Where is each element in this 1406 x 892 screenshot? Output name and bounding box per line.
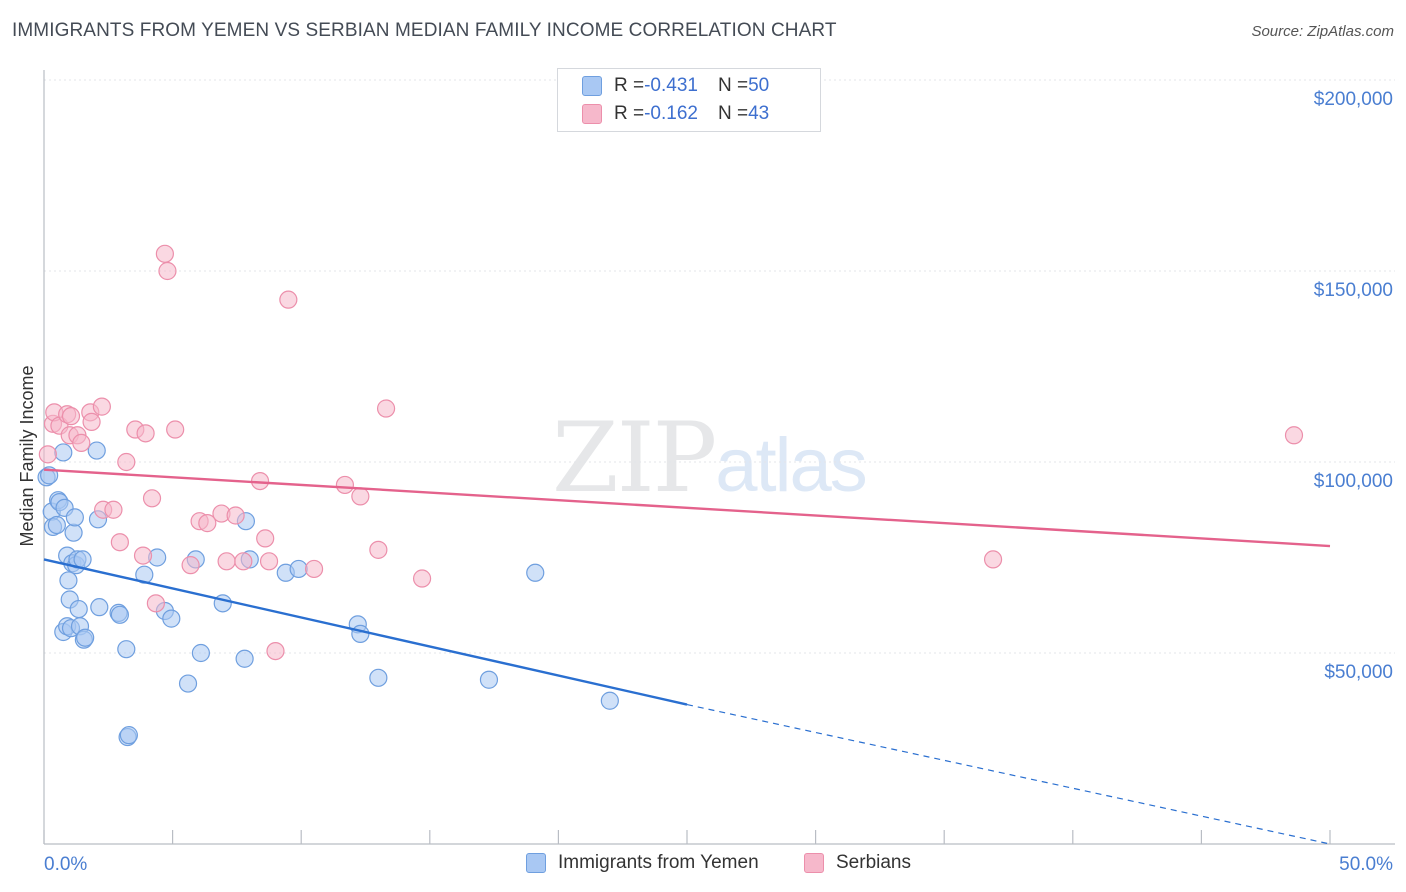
trend-line-yemen	[43, 558, 688, 706]
bottom-legend: Immigrants from Yemen Serbians	[0, 852, 1406, 878]
trend-line-serbians	[43, 468, 1331, 548]
bottom-legend-swatch-yemen	[526, 853, 546, 873]
point-serbian	[110, 533, 129, 552]
point-serbian	[72, 433, 91, 452]
watermark: ZIPatlas	[552, 402, 868, 514]
point-serbian	[104, 500, 123, 519]
point-serbian	[158, 261, 177, 281]
point-serbian	[155, 244, 174, 263]
point-yemen	[162, 609, 181, 628]
point-yemen	[600, 691, 619, 710]
point-serbian	[369, 540, 388, 559]
legend-r-label: R =	[614, 103, 645, 124]
point-serbian	[146, 594, 165, 613]
point-serbian	[181, 556, 200, 575]
x-tick-label: 0.0%	[44, 854, 87, 875]
legend-row-serbians: R = -0.162 N = 43	[582, 101, 769, 127]
point-yemen	[119, 726, 138, 745]
bottom-legend-label-serbians: Serbians	[836, 852, 911, 873]
bottom-legend-swatch-serbians	[804, 853, 824, 873]
legend-n-value: 43	[748, 103, 770, 124]
point-yemen	[90, 598, 109, 617]
point-yemen	[110, 605, 129, 624]
trend-extension-yemen	[686, 703, 1331, 845]
legend-n-label: N =	[717, 103, 749, 124]
point-yemen	[191, 643, 210, 663]
point-serbian	[92, 397, 111, 416]
point-serbian	[256, 529, 275, 548]
point-serbian	[117, 452, 136, 472]
legend-n-value: 50	[748, 75, 770, 96]
point-yemen	[47, 515, 66, 535]
point-serbian	[304, 559, 324, 579]
point-yemen	[54, 443, 73, 462]
point-yemen	[76, 628, 95, 647]
point-yemen	[178, 674, 198, 693]
point-serbian	[259, 552, 279, 571]
point-yemen	[64, 523, 83, 542]
bottom-legend-label-yemen: Immigrants from Yemen	[558, 852, 759, 873]
point-serbian	[234, 552, 253, 571]
point-serbian	[198, 514, 217, 533]
point-serbian	[279, 290, 298, 309]
point-serbian	[351, 487, 370, 506]
point-serbian	[61, 407, 81, 426]
point-serbian	[82, 412, 101, 431]
point-yemen	[69, 599, 88, 619]
bottom-legend-serbians[interactable]: Serbians	[804, 852, 911, 874]
point-serbian	[136, 424, 155, 443]
chart-title: IMMIGRANTS FROM YEMEN VS SERBIAN MEDIAN …	[12, 20, 837, 41]
legend-r-value: -0.431	[644, 75, 698, 96]
y-axis-title: Median Family Income	[17, 365, 37, 546]
point-yemen	[65, 508, 84, 527]
x-tick-label: 50.0%	[1339, 854, 1393, 875]
point-serbian	[412, 569, 432, 588]
legend-swatch-yemen	[582, 76, 602, 96]
legend-swatch-serbians	[582, 104, 602, 124]
legend-row-yemen: R = -0.431 N = 50	[582, 73, 769, 99]
point-serbian	[1284, 426, 1304, 445]
bottom-legend-yemen[interactable]: Immigrants from Yemen	[526, 852, 759, 874]
point-serbian	[142, 489, 162, 508]
y-tick-label: $150,000	[1314, 280, 1393, 301]
point-yemen	[369, 668, 388, 687]
point-serbian	[266, 641, 285, 661]
point-serbian	[983, 550, 1003, 569]
point-yemen	[351, 624, 370, 644]
point-yemen	[59, 571, 78, 590]
legend-n-label: N =	[717, 75, 749, 96]
point-serbian	[217, 552, 236, 571]
point-serbian	[166, 420, 185, 439]
point-serbian	[133, 546, 153, 565]
chart-source: Source: ZipAtlas.com	[1251, 23, 1394, 40]
point-serbian	[335, 475, 355, 495]
point-yemen	[73, 550, 92, 569]
legend-r-value: -0.162	[644, 103, 698, 124]
legend-r-label: R =	[614, 75, 645, 96]
watermark-atlas: atlas	[715, 423, 868, 508]
point-serbian	[38, 445, 57, 464]
watermark-zip: ZIP	[552, 402, 717, 514]
point-yemen	[87, 441, 106, 460]
point-yemen	[235, 649, 254, 668]
point-serbian	[226, 506, 245, 525]
point-yemen	[289, 559, 308, 579]
y-tick-label: $100,000	[1314, 471, 1393, 492]
point-yemen	[117, 640, 136, 659]
point-yemen	[526, 563, 545, 582]
point-yemen	[479, 670, 499, 689]
legend: R = -0.431 N = 50 R = -0.162 N = 43	[557, 68, 821, 132]
y-tick-label: $50,000	[1324, 662, 1393, 683]
y-tick-label: $200,000	[1314, 89, 1393, 110]
point-serbian	[376, 399, 396, 418]
